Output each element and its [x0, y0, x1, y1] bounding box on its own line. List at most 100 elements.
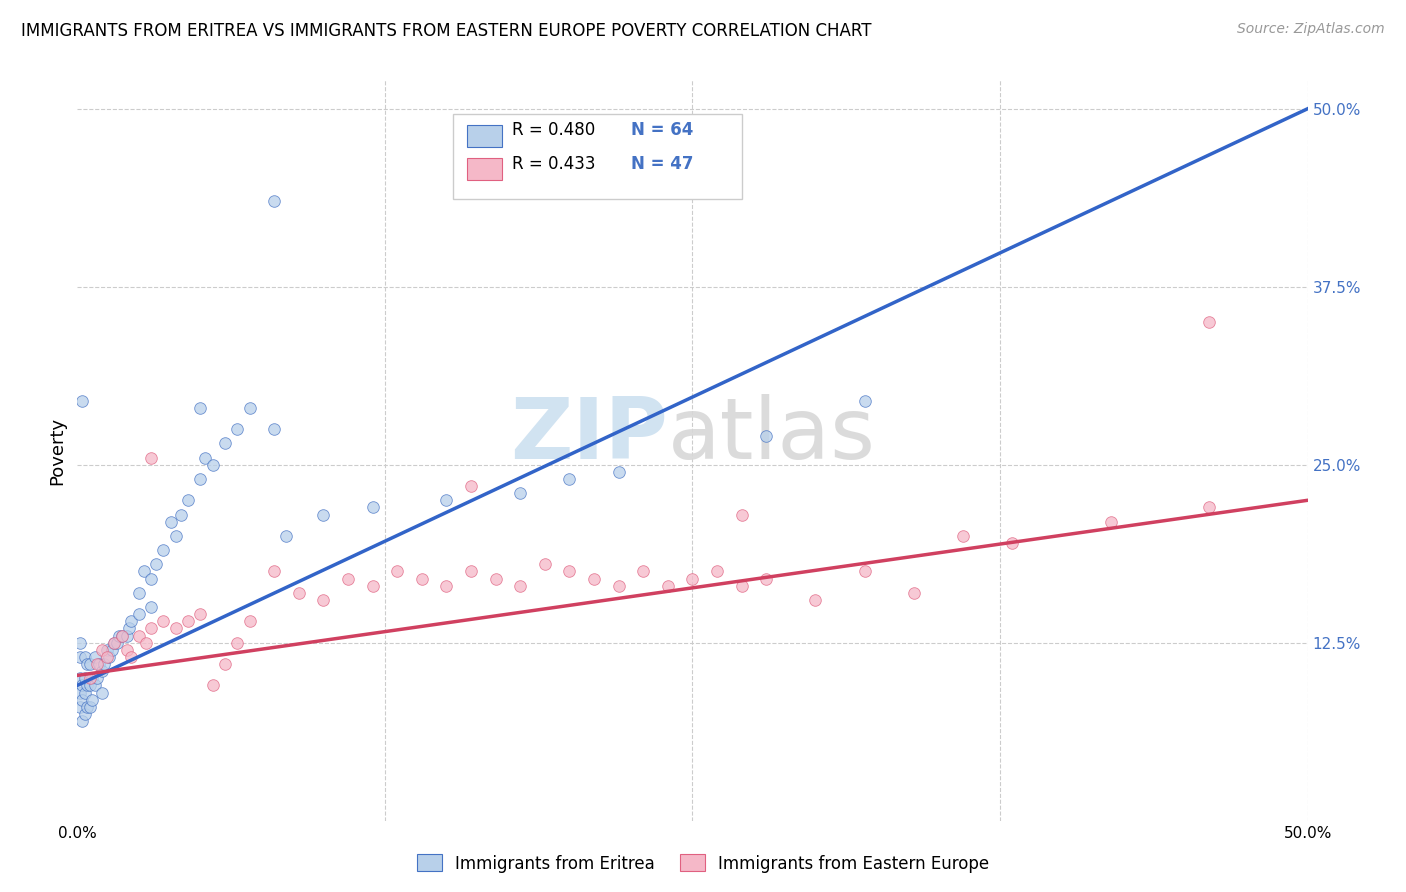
Point: [170, 508, 193, 522]
Point: [79, 678, 101, 692]
Point: [160, 515, 183, 529]
Point: [89, 657, 111, 671]
Point: [607, 579, 630, 593]
Point: [132, 565, 155, 579]
Point: [69, 699, 91, 714]
Point: [509, 486, 531, 500]
Point: [79, 657, 101, 671]
Point: [460, 479, 482, 493]
Point: [1099, 515, 1122, 529]
Point: [509, 579, 531, 593]
Point: [853, 393, 876, 408]
Point: [83, 649, 105, 664]
Point: [436, 493, 458, 508]
Text: N = 47: N = 47: [631, 155, 693, 173]
Point: [165, 529, 187, 543]
Point: [194, 450, 217, 465]
Point: [128, 586, 150, 600]
Point: [558, 565, 581, 579]
Point: [145, 558, 167, 572]
Point: [115, 642, 138, 657]
Text: Source: ZipAtlas.com: Source: ZipAtlas.com: [1237, 22, 1385, 37]
FancyBboxPatch shape: [453, 113, 742, 199]
Point: [903, 586, 925, 600]
Point: [69, 685, 91, 699]
Point: [657, 579, 679, 593]
Point: [103, 635, 125, 649]
Point: [607, 465, 630, 479]
Point: [263, 565, 285, 579]
Point: [165, 622, 187, 636]
Point: [141, 450, 163, 465]
Point: [86, 657, 108, 671]
Point: [135, 635, 157, 649]
Point: [73, 706, 96, 721]
Point: [103, 635, 125, 649]
Point: [105, 635, 128, 649]
Point: [239, 615, 262, 629]
Point: [731, 508, 754, 522]
Point: [276, 529, 298, 543]
Point: [76, 657, 98, 671]
Point: [534, 558, 557, 572]
Point: [70, 714, 93, 728]
Point: [82, 692, 104, 706]
Point: [188, 607, 212, 622]
Point: [361, 579, 384, 593]
Point: [96, 642, 118, 657]
Point: [361, 500, 384, 515]
Point: [706, 565, 728, 579]
Point: [411, 572, 433, 586]
Point: [633, 565, 655, 579]
Point: [90, 642, 114, 657]
Point: [263, 194, 285, 209]
Point: [312, 508, 335, 522]
Point: [436, 579, 458, 593]
Point: [69, 649, 91, 664]
Point: [853, 565, 876, 579]
Point: [69, 671, 91, 685]
Bar: [467, 125, 502, 147]
Text: R = 0.433: R = 0.433: [512, 155, 595, 173]
Point: [70, 678, 93, 692]
Point: [70, 393, 93, 408]
Point: [682, 572, 704, 586]
Point: [101, 642, 124, 657]
Point: [755, 429, 778, 443]
Point: [385, 565, 409, 579]
Text: R = 0.480: R = 0.480: [512, 121, 595, 139]
Point: [952, 529, 974, 543]
Y-axis label: Poverty: Poverty: [48, 417, 66, 484]
Point: [73, 649, 96, 664]
Text: IMMIGRANTS FROM ERITREA VS IMMIGRANTS FROM EASTERN EUROPE POVERTY CORRELATION CH: IMMIGRANTS FROM ERITREA VS IMMIGRANTS FR…: [21, 22, 872, 40]
Text: atlas: atlas: [668, 394, 876, 477]
Point: [141, 622, 163, 636]
Point: [558, 472, 581, 486]
Point: [121, 615, 143, 629]
Point: [70, 692, 93, 706]
Point: [152, 543, 174, 558]
Point: [96, 649, 118, 664]
Point: [90, 664, 114, 678]
Point: [201, 458, 224, 472]
Point: [111, 628, 132, 642]
Point: [1198, 315, 1220, 329]
Point: [214, 436, 236, 450]
Point: [118, 622, 141, 636]
Bar: [467, 158, 502, 180]
Point: [76, 678, 98, 692]
Point: [82, 671, 104, 685]
Point: [141, 600, 163, 615]
Point: [188, 472, 212, 486]
Point: [485, 572, 508, 586]
Point: [111, 628, 132, 642]
Point: [177, 615, 200, 629]
Point: [115, 628, 138, 642]
Point: [86, 671, 108, 685]
Point: [152, 615, 174, 629]
Point: [128, 607, 150, 622]
Point: [337, 572, 360, 586]
Point: [460, 565, 482, 579]
Point: [69, 635, 91, 649]
Point: [583, 572, 606, 586]
